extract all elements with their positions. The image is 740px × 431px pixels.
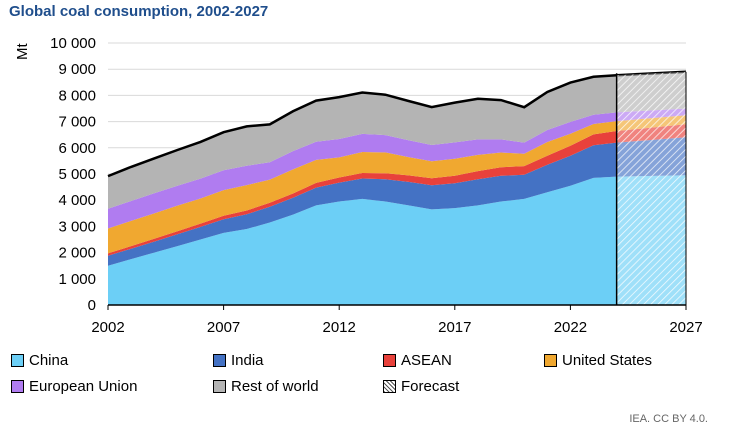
area-india (108, 137, 686, 266)
legend-swatch (11, 380, 24, 393)
area-united-states (108, 115, 686, 254)
legend-item-india: India (213, 352, 264, 369)
y-tick-label: 8 000 (58, 87, 96, 104)
legend-label: European Union (29, 378, 138, 395)
legend-item-forecast: Forecast (383, 378, 459, 395)
y-tick-label: 1 000 (58, 271, 96, 288)
legend-label: United States (562, 352, 653, 369)
area-rest-of-world (108, 71, 686, 209)
forecast-hatch (616, 71, 686, 305)
total-outline (107, 70, 687, 178)
legend-swatch (11, 354, 24, 367)
x-tick-label: 2007 (207, 319, 240, 336)
y-tick-label: 7 000 (58, 114, 96, 131)
legend-swatch (213, 380, 226, 393)
x-tick-label: 2017 (438, 319, 471, 336)
legend-item-united-states: United States (544, 352, 652, 369)
legend-label: ASEAN (401, 352, 452, 369)
y-tick-label: 2 000 (58, 245, 96, 262)
legend-item-european-union: European Union (11, 378, 137, 395)
legend-label: India (231, 352, 264, 369)
chart-title: Global coal consumption, 2002-2027 (9, 3, 269, 20)
y-tick-label: 5 000 (58, 166, 96, 183)
y-tick-label: 10 000 (50, 35, 96, 52)
legend-item-china: China (11, 352, 68, 369)
legend-swatch (383, 380, 396, 393)
x-tick-label: 2012 (323, 319, 356, 336)
x-tick-label: 2027 (669, 319, 702, 336)
legend-label: Forecast (401, 378, 460, 395)
area-china (108, 175, 686, 305)
legend-item-rest-of-world: Rest of world (213, 378, 319, 395)
source-note: IEA. CC BY 4.0. (629, 413, 708, 425)
legend-swatch (544, 354, 557, 367)
y-tick-label: 6 000 (58, 140, 96, 157)
stacked-areas (107, 70, 687, 305)
legend-swatch (213, 354, 226, 367)
y-tick-label: 3 000 (58, 218, 96, 235)
axes: 0 1 000 2 000 3 000 4 000 5 000 6 000 7 000 8 00… (50, 35, 703, 336)
x-tick-label: 2022 (554, 319, 587, 336)
area-european-union (108, 108, 686, 229)
y-tick-label: 4 000 (58, 192, 96, 209)
forecast-region (615, 71, 687, 305)
legend-item-asean: ASEAN (383, 352, 452, 369)
y-tick-label: 9 000 (58, 61, 96, 78)
legend-swatch (383, 354, 396, 367)
y-tick-label: 0 (88, 297, 96, 314)
x-tick-label: 2002 (91, 319, 124, 336)
legend-label: China (29, 352, 69, 369)
legend-label: Rest of world (231, 378, 319, 395)
